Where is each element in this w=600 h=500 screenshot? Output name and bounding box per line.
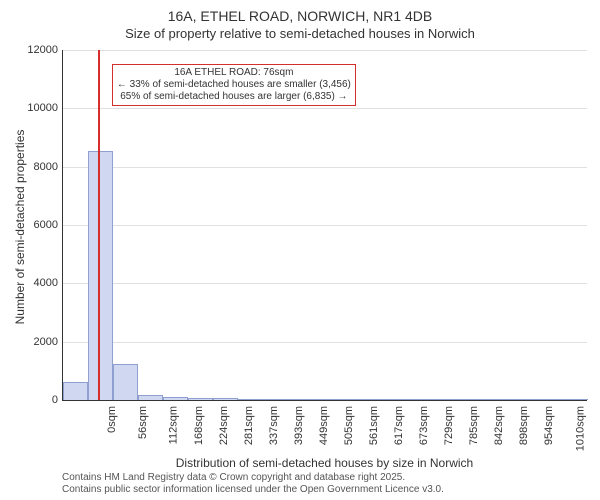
y-tick-label: 0 — [52, 394, 58, 406]
y-axis-label: Number of semi-detached properties — [13, 117, 27, 337]
histogram-bar — [63, 382, 88, 401]
histogram-bar — [563, 399, 588, 400]
x-tick-label: 337sqm — [268, 406, 280, 445]
x-axis-label: Distribution of semi-detached houses by … — [62, 456, 587, 470]
x-tick-label: 898sqm — [518, 406, 530, 445]
x-tick-label: 729sqm — [443, 406, 455, 445]
y-tick-label: 6000 — [34, 219, 58, 231]
x-tick-label: 561sqm — [368, 406, 380, 445]
histogram-bar — [463, 399, 488, 400]
x-tick-label: 617sqm — [393, 406, 405, 445]
histogram-bar — [138, 395, 163, 400]
x-tick-label: 56sqm — [137, 406, 149, 439]
y-axis — [62, 50, 63, 400]
footer-line-1: Contains HM Land Registry data © Crown c… — [62, 472, 444, 484]
chart-subtitle: Size of property relative to semi-detach… — [0, 24, 600, 41]
grid-line — [62, 50, 587, 51]
x-tick-label: 168sqm — [193, 406, 205, 445]
y-tick-label: 8000 — [34, 161, 58, 173]
plot-area: 16A ETHEL ROAD: 76sqm← 33% of semi-detac… — [62, 50, 587, 400]
histogram-bar — [188, 398, 213, 400]
annotation-line: 65% of semi-detached houses are larger (… — [117, 91, 351, 103]
histogram-bar — [288, 399, 313, 400]
y-tick-label: 4000 — [34, 277, 58, 289]
y-tick-label: 2000 — [34, 336, 58, 348]
x-tick-label: 954sqm — [543, 406, 555, 445]
x-tick-label: 842sqm — [493, 406, 505, 445]
footer-text: Contains HM Land Registry data © Crown c… — [62, 472, 444, 496]
histogram-bar — [313, 399, 338, 400]
annotation-line: 16A ETHEL ROAD: 76sqm — [117, 67, 351, 79]
histogram-bar — [388, 399, 413, 400]
x-tick-label: 0sqm — [105, 406, 117, 433]
x-tick-label: 224sqm — [218, 406, 230, 445]
grid-line — [62, 225, 587, 226]
x-tick-label: 112sqm — [167, 406, 179, 444]
histogram-bar — [413, 399, 438, 400]
footer-line-2: Contains public sector information licen… — [62, 484, 444, 496]
histogram-bar — [213, 398, 238, 400]
histogram-bar — [513, 399, 538, 400]
histogram-bar — [238, 399, 263, 400]
histogram-bar — [488, 399, 513, 400]
grid-line — [62, 108, 587, 109]
x-tick-label: 449sqm — [318, 406, 330, 445]
grid-line — [62, 283, 587, 284]
property-marker-line — [98, 50, 100, 400]
y-tick-label: 12000 — [27, 44, 58, 56]
annotation-box: 16A ETHEL ROAD: 76sqm← 33% of semi-detac… — [112, 64, 356, 106]
histogram-bar — [338, 399, 363, 400]
histogram-bar — [438, 399, 463, 400]
histogram-bar — [163, 397, 188, 400]
x-axis — [62, 400, 587, 401]
x-tick-label: 785sqm — [468, 406, 480, 445]
x-tick-label: 281sqm — [243, 406, 255, 445]
x-tick-label: 1010sqm — [574, 406, 586, 451]
histogram-bar — [113, 364, 138, 400]
grid-line — [62, 167, 587, 168]
histogram-bar — [263, 399, 288, 400]
x-tick-label: 393sqm — [293, 406, 305, 445]
y-tick-label: 10000 — [27, 102, 58, 114]
x-tick-label: 505sqm — [343, 406, 355, 445]
chart-title: 16A, ETHEL ROAD, NORWICH, NR1 4DB — [0, 0, 600, 24]
x-tick-label: 673sqm — [418, 406, 430, 445]
histogram-bar — [363, 399, 388, 400]
grid-line — [62, 342, 587, 343]
annotation-line: ← 33% of semi-detached houses are smalle… — [117, 79, 351, 91]
chart-container: 16A, ETHEL ROAD, NORWICH, NR1 4DB Size o… — [0, 0, 600, 500]
histogram-bar — [538, 399, 563, 400]
histogram-bar — [88, 151, 113, 400]
